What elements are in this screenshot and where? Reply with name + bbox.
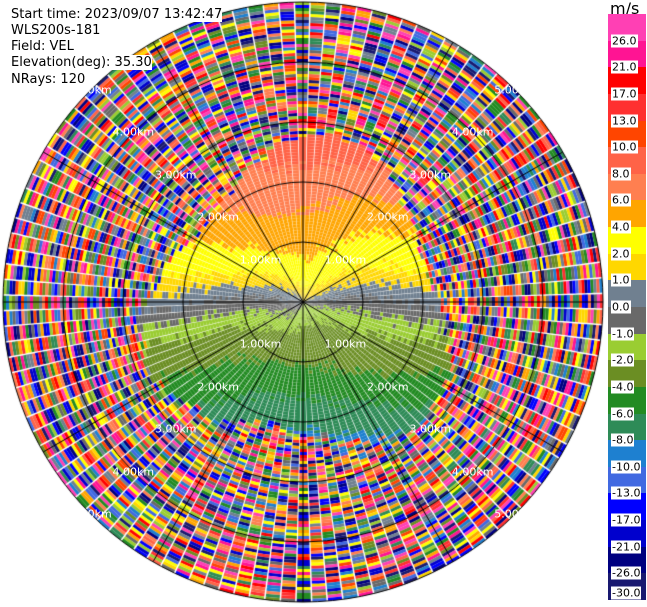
colorbar-tick-label: -21.0 [611,540,642,554]
instrument-text: WLS200s-181 [11,23,101,38]
colorbar-tick-label: -4.0 [611,380,635,394]
colorbar-unit: m/s [610,0,640,18]
colorbar-tick-label: -13.0 [611,486,642,500]
colorbar-tick-label: 10.0 [611,140,638,154]
range-ring-label: 1.00km [239,253,282,267]
range-ring-label: 5.00km [70,507,112,521]
colorbar-tick-label: 1.0 [611,273,631,287]
field-text: Field: VEL [11,39,74,54]
range-ring-label: 4.00km [451,465,494,479]
range-ring-label: 1.00km [324,337,367,351]
range-ring-label: 2.00km [197,380,239,394]
range-ring-label: 1.00km [324,253,367,267]
colorbar-tick-label: -17.0 [611,513,642,527]
range-ring-label: 2.00km [367,210,409,224]
colorbar-tick-label: 21.0 [611,60,638,74]
range-ring-label: 4.00km [112,125,155,139]
colorbar-tick-label: 4.0 [611,220,631,234]
colorbar-tick-label: -2.0 [611,353,635,367]
range-ring-label: 3.00km [154,168,197,182]
colorbar-tick-label: 17.0 [611,87,638,101]
range-ring-label: 4.00km [451,125,494,139]
colorbar-tick-label: -1.0 [611,327,635,341]
colorbar-tick-label: 6.0 [611,193,631,207]
colorbar-tick-label: 0.0 [611,300,631,314]
colorbar-tick-label: -10.0 [611,460,642,474]
elevation-text: Elevation(deg): 35.30 [11,55,152,70]
range-ring-label: 3.00km [409,168,452,182]
colorbar-tick-label: -8.0 [611,433,635,447]
colorbar-tick-label: -26.0 [611,566,642,580]
colorbar-tick-label: 8.0 [611,167,631,181]
range-ring-label: 1.00km [239,337,282,351]
colorbar-tick-label: 26.0 [611,34,638,48]
colorbar-tick-label: 13.0 [611,114,638,128]
colorbar-tick-label: -6.0 [611,407,635,421]
range-ring-label: 2.00km [197,210,239,224]
range-ring-label: 4.00km [112,465,155,479]
start-time-text: Start time: 2023/09/07 13:42:47 [11,7,223,22]
range-ring-label: 2.00km [367,380,409,394]
range-ring-label: 5.00km [494,507,536,521]
colorbar-tick-label: 2.0 [611,247,631,261]
nrays-text: NRays: 120 [11,72,86,87]
colorbar: 26.0 21.0 17.0 13.0 10.0 8.0 6.0 4.0 2.0 1.0 0.0 -1… [608,14,646,601]
range-ring-label: 3.00km [154,422,197,436]
colorbar-tick-label: -30.0 [611,586,642,600]
range-ring-label: 3.00km [409,422,452,436]
range-ring-label: 5.00km [494,83,536,97]
